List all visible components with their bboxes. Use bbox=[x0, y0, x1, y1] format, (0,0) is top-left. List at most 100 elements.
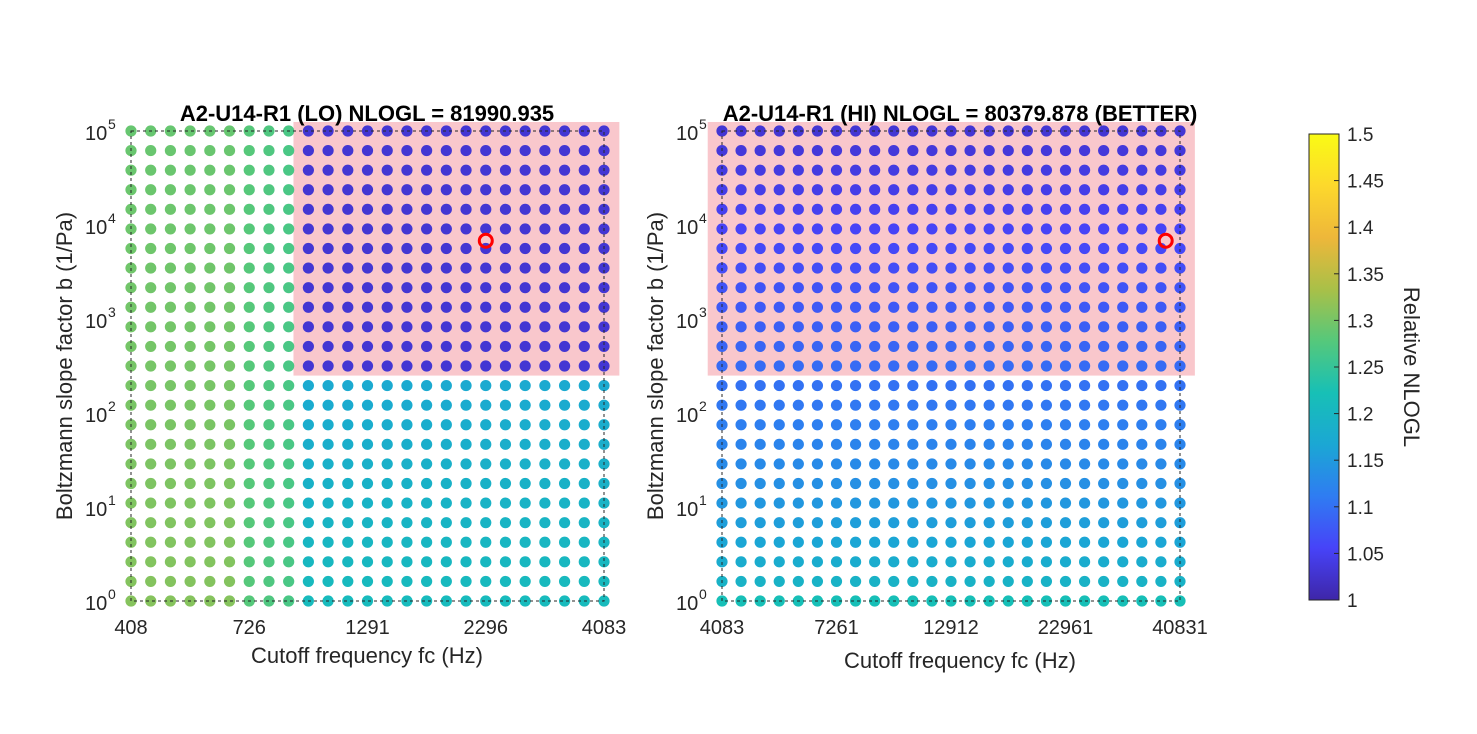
scatter-point bbox=[578, 360, 590, 372]
scatter-point bbox=[480, 321, 492, 333]
scatter-point bbox=[125, 399, 137, 411]
scatter-point bbox=[1040, 262, 1053, 274]
scatter-point bbox=[716, 184, 728, 196]
scatter-point bbox=[480, 556, 492, 568]
scatter-point bbox=[302, 536, 314, 548]
scatter-point bbox=[460, 203, 472, 215]
scatter-point bbox=[342, 399, 354, 411]
scatter-point bbox=[480, 340, 492, 353]
scatter-point bbox=[598, 419, 610, 431]
scatter-point bbox=[792, 556, 804, 568]
scatter-point bbox=[754, 360, 766, 372]
y-tick-label: 10 bbox=[85, 311, 107, 333]
scatter-point bbox=[263, 438, 275, 450]
scatter-point bbox=[1117, 125, 1129, 137]
scatter-point bbox=[421, 184, 433, 196]
scatter-point bbox=[519, 438, 531, 450]
scatter-point bbox=[1155, 282, 1167, 294]
scatter-point bbox=[283, 458, 295, 470]
scatter-point bbox=[830, 360, 843, 372]
scatter-point bbox=[598, 262, 610, 274]
scatter-point bbox=[480, 575, 492, 588]
scatter-point bbox=[184, 223, 196, 235]
scatter-point bbox=[184, 340, 196, 353]
scatter-point bbox=[716, 164, 728, 176]
scatter-point bbox=[499, 282, 512, 294]
scatter-point bbox=[830, 477, 843, 490]
scatter-point bbox=[983, 360, 995, 372]
scatter-point bbox=[381, 282, 393, 294]
scatter-point bbox=[888, 360, 900, 372]
x-tick-label: 12912 bbox=[923, 617, 979, 639]
scatter-point bbox=[381, 556, 393, 568]
scatter-point bbox=[283, 419, 295, 431]
scatter-point bbox=[361, 575, 374, 588]
scatter-point bbox=[322, 125, 334, 137]
scatter-point bbox=[1117, 438, 1129, 450]
scatter-point bbox=[519, 419, 531, 431]
scatter-point bbox=[381, 321, 393, 333]
scatter-point bbox=[204, 517, 216, 529]
left-y-axis-label: Boltzmann slope factor b (1/Pa) bbox=[52, 212, 77, 520]
scatter-point bbox=[849, 242, 862, 255]
scatter-point bbox=[499, 340, 512, 353]
scatter-point bbox=[342, 595, 354, 607]
scatter-point bbox=[125, 184, 137, 196]
scatter-point bbox=[1155, 497, 1167, 509]
scatter-point bbox=[1155, 477, 1167, 490]
scatter-point bbox=[223, 517, 236, 529]
scatter-point bbox=[342, 144, 354, 157]
scatter-point bbox=[1040, 438, 1053, 450]
x-tick-label: 1291 bbox=[345, 617, 390, 639]
scatter-point bbox=[907, 438, 919, 450]
scatter-point bbox=[421, 575, 433, 588]
scatter-point bbox=[519, 223, 531, 235]
scatter-point bbox=[907, 282, 919, 294]
scatter-point bbox=[811, 242, 824, 255]
scatter-point bbox=[1040, 399, 1053, 411]
scatter-point bbox=[1117, 164, 1129, 176]
scatter-point bbox=[811, 438, 824, 450]
scatter-point bbox=[1021, 125, 1033, 137]
scatter-point bbox=[964, 203, 976, 215]
scatter-point bbox=[223, 556, 236, 568]
left-x-ticks: 408 726 1291 2296 4083 bbox=[114, 617, 626, 639]
scatter-point bbox=[480, 477, 492, 490]
scatter-point bbox=[145, 144, 157, 157]
scatter-point bbox=[164, 399, 177, 411]
scatter-point bbox=[480, 497, 492, 509]
scatter-point bbox=[1098, 321, 1110, 333]
scatter-point bbox=[964, 477, 976, 490]
scatter-point bbox=[342, 556, 354, 568]
scatter-point bbox=[1078, 164, 1091, 176]
scatter-point bbox=[283, 399, 295, 411]
scatter-point bbox=[263, 556, 275, 568]
scatter-point bbox=[381, 125, 393, 137]
scatter-point bbox=[302, 575, 314, 588]
scatter-point bbox=[811, 282, 824, 294]
x-tick-label: 408 bbox=[114, 617, 147, 639]
scatter-point bbox=[1021, 184, 1033, 196]
scatter-point bbox=[1136, 125, 1148, 137]
scatter-point bbox=[1040, 223, 1053, 235]
scatter-point bbox=[716, 399, 728, 411]
scatter-point bbox=[243, 164, 255, 176]
scatter-point bbox=[283, 360, 295, 372]
scatter-point bbox=[578, 203, 590, 215]
scatter-point bbox=[361, 399, 374, 411]
scatter-point bbox=[1002, 575, 1014, 588]
scatter-point bbox=[499, 262, 512, 274]
scatter-point bbox=[1002, 360, 1014, 372]
right-chart-title: A2-U14-R1 (HI) NLOGL = 80379.878 (BETTER… bbox=[723, 101, 1198, 126]
scatter-point bbox=[1021, 144, 1033, 157]
colorbar-tick-label: 1.25 bbox=[1347, 358, 1384, 379]
scatter-point bbox=[243, 282, 255, 294]
scatter-point bbox=[460, 458, 472, 470]
scatter-point bbox=[598, 575, 610, 588]
scatter-point bbox=[926, 379, 938, 392]
scatter-point bbox=[926, 203, 938, 215]
scatter-point bbox=[440, 399, 452, 411]
scatter-point bbox=[1078, 301, 1091, 313]
scatter-point bbox=[204, 164, 216, 176]
